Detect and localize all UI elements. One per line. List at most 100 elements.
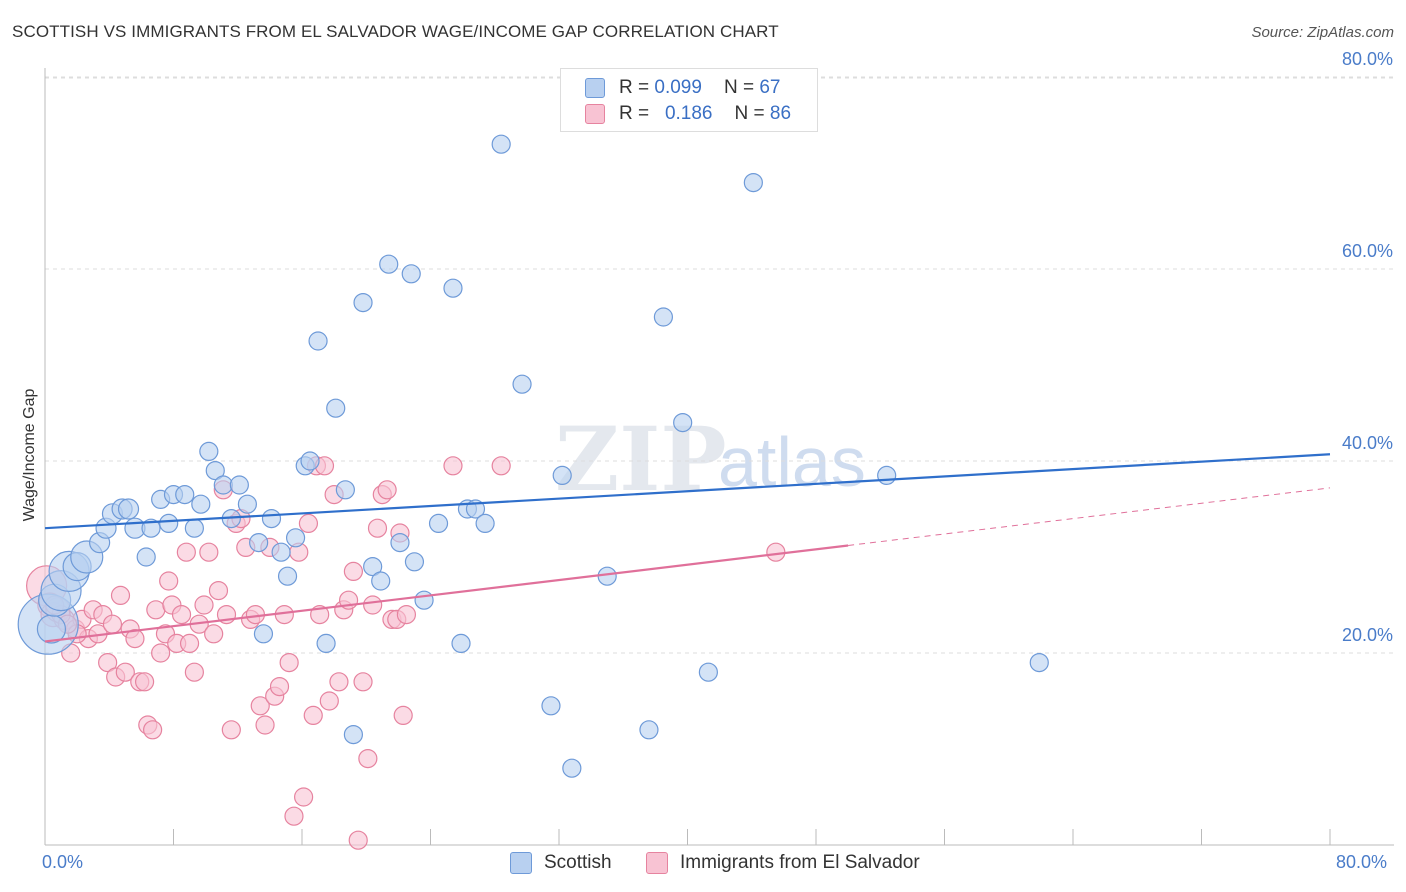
salvador-point — [146, 600, 166, 620]
salvador-point — [250, 696, 270, 716]
scottish-point — [379, 254, 399, 274]
scottish-point — [653, 307, 674, 327]
scottish-point — [673, 413, 693, 433]
scottish-point — [229, 475, 249, 495]
legend-label-salvador: Immigrants from El Salvador — [680, 852, 920, 873]
scottish-point — [404, 552, 425, 572]
x-tick-label-min: 0.0% — [42, 852, 84, 872]
scottish-point — [639, 720, 659, 740]
salvador-point — [151, 643, 171, 663]
salvador-point — [171, 604, 192, 625]
salvador-point — [98, 652, 118, 673]
y-tick-label: 80.0% — [1342, 49, 1393, 69]
chart-title: SCOTTISH VS IMMIGRANTS FROM EL SALVADOR … — [12, 22, 779, 41]
salvador-point — [102, 614, 123, 634]
salvador-point — [204, 624, 224, 644]
salvador-point — [179, 633, 200, 654]
scottish-point — [443, 278, 463, 298]
legend-swatch-scottish — [585, 78, 605, 98]
scottish-point — [414, 590, 434, 610]
scottish-point — [316, 633, 336, 654]
salvador-point — [208, 580, 229, 601]
legend-r-value: 0.186 — [664, 103, 713, 124]
scottish-point — [136, 547, 156, 567]
salvador-point — [269, 676, 290, 697]
scottish-point — [698, 662, 718, 682]
legend-n-value: 86 — [769, 103, 792, 124]
salvador-point — [294, 787, 314, 807]
salvador-point — [363, 595, 383, 615]
legend-n-label: N = — [734, 103, 765, 124]
salvador-point — [255, 715, 275, 735]
scottish-trend-line — [44, 453, 1331, 530]
scottish-point — [743, 173, 763, 193]
salvador-point — [491, 456, 511, 476]
salvador-point — [115, 662, 135, 682]
salvador-point — [396, 604, 417, 625]
legend-swatch-salvador — [585, 104, 605, 124]
scottish-point — [237, 494, 257, 514]
salvador-point — [353, 672, 373, 692]
salvador-point — [367, 518, 388, 538]
scottish-point — [343, 724, 363, 745]
scottish-point — [390, 532, 410, 553]
salvador-point — [134, 672, 155, 692]
scottish-point — [253, 624, 274, 644]
salvador-point — [279, 652, 299, 673]
salvador-point — [159, 571, 179, 591]
legend-item-scottish: Scottish — [510, 852, 612, 874]
salvador-point — [298, 513, 319, 534]
legend-row-scottish: R = 0.099 N = 67 — [585, 76, 780, 100]
salvador-point — [443, 456, 463, 476]
scottish-point — [159, 513, 179, 534]
scottish-point — [1029, 652, 1049, 673]
x-tick-label-max: 80.0% — [1336, 852, 1388, 872]
legend-swatch-scottish — [510, 852, 532, 874]
scottish-point — [308, 331, 328, 351]
salvador-point — [110, 585, 131, 606]
scottish-point — [512, 374, 532, 394]
legend-label-scottish: Scottish — [544, 852, 612, 873]
salvador-point — [377, 480, 397, 500]
scottish-point — [175, 485, 195, 505]
scottish-point — [353, 293, 373, 313]
scottish-point — [300, 451, 320, 471]
salvador-point — [143, 720, 163, 740]
scottish-point — [401, 264, 421, 284]
salvador-point — [348, 830, 368, 850]
legend-item-salvador: Immigrants from El Salvador — [646, 852, 920, 874]
watermark-zip: ZIP — [555, 407, 727, 511]
scottish-point — [277, 566, 298, 586]
scottish-point — [491, 134, 511, 154]
legend-r-value: 0.099 — [654, 77, 702, 98]
salvador-point — [358, 748, 378, 769]
scottish-point — [562, 758, 582, 778]
scottish-point — [326, 398, 346, 418]
scottish-point — [541, 696, 561, 716]
salvador-point — [284, 806, 304, 826]
salvador-point — [319, 691, 339, 711]
y-tick-label: 60.0% — [1342, 241, 1393, 261]
scottish-point — [205, 461, 225, 481]
salvador-point — [766, 542, 786, 562]
correlation-legend: R = 0.099 N = 67 R = 0.186 N = 86 — [560, 68, 818, 132]
scottish-point — [428, 513, 449, 534]
salvador-point — [176, 542, 196, 562]
salvador-point — [343, 561, 363, 582]
salvador-point — [125, 628, 145, 649]
legend-swatch-salvador — [646, 852, 668, 874]
scottish-point — [141, 518, 161, 538]
salvador-point — [393, 705, 413, 726]
scottish-point — [117, 498, 140, 520]
scottish-point — [597, 566, 617, 586]
legend-n-value: 67 — [759, 77, 781, 98]
legend-row-salvador: R = 0.186 N = 86 — [585, 102, 791, 126]
scottish-point — [213, 475, 233, 495]
scottish-point — [371, 571, 391, 591]
salvador-point — [199, 542, 219, 562]
salvador-point — [329, 672, 349, 692]
scottish-point — [877, 465, 897, 485]
scottish-point — [363, 556, 383, 577]
scottish-point — [451, 633, 471, 654]
